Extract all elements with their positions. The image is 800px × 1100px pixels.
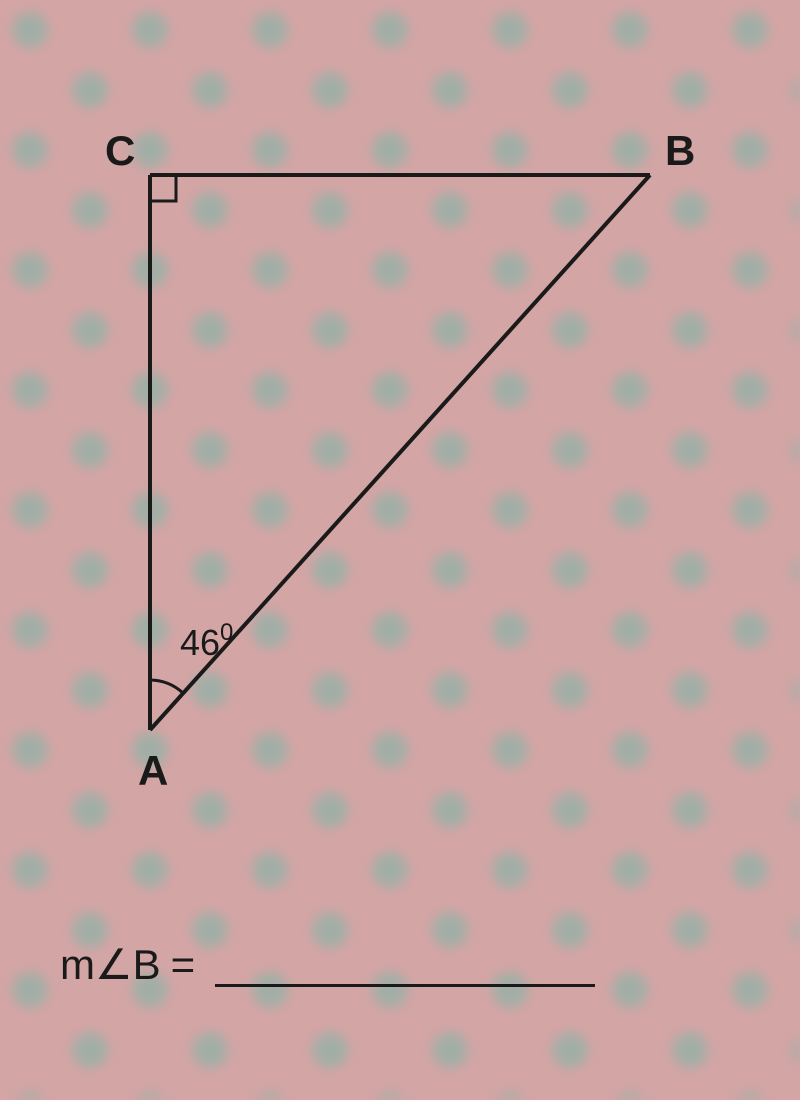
angle-a-arc [150,680,183,693]
vertex-label-a: A [138,747,168,794]
vertex-label-b: B [665,127,695,174]
side-ab [150,175,650,730]
question-prefix: m [60,941,95,989]
content-area: C B A 460 m ∠ B = [0,0,800,1100]
angle-a-label: 460 [180,619,233,663]
right-angle-marker [150,175,176,201]
angle-symbol: ∠ [95,940,133,989]
answer-blank-line [215,984,595,987]
vertex-label-c: C [105,127,135,174]
question-vertex: B [133,941,161,989]
question-line: m ∠ B = [60,940,595,989]
equals-sign: = [171,941,196,989]
triangle-diagram: C B A 460 [80,100,720,820]
